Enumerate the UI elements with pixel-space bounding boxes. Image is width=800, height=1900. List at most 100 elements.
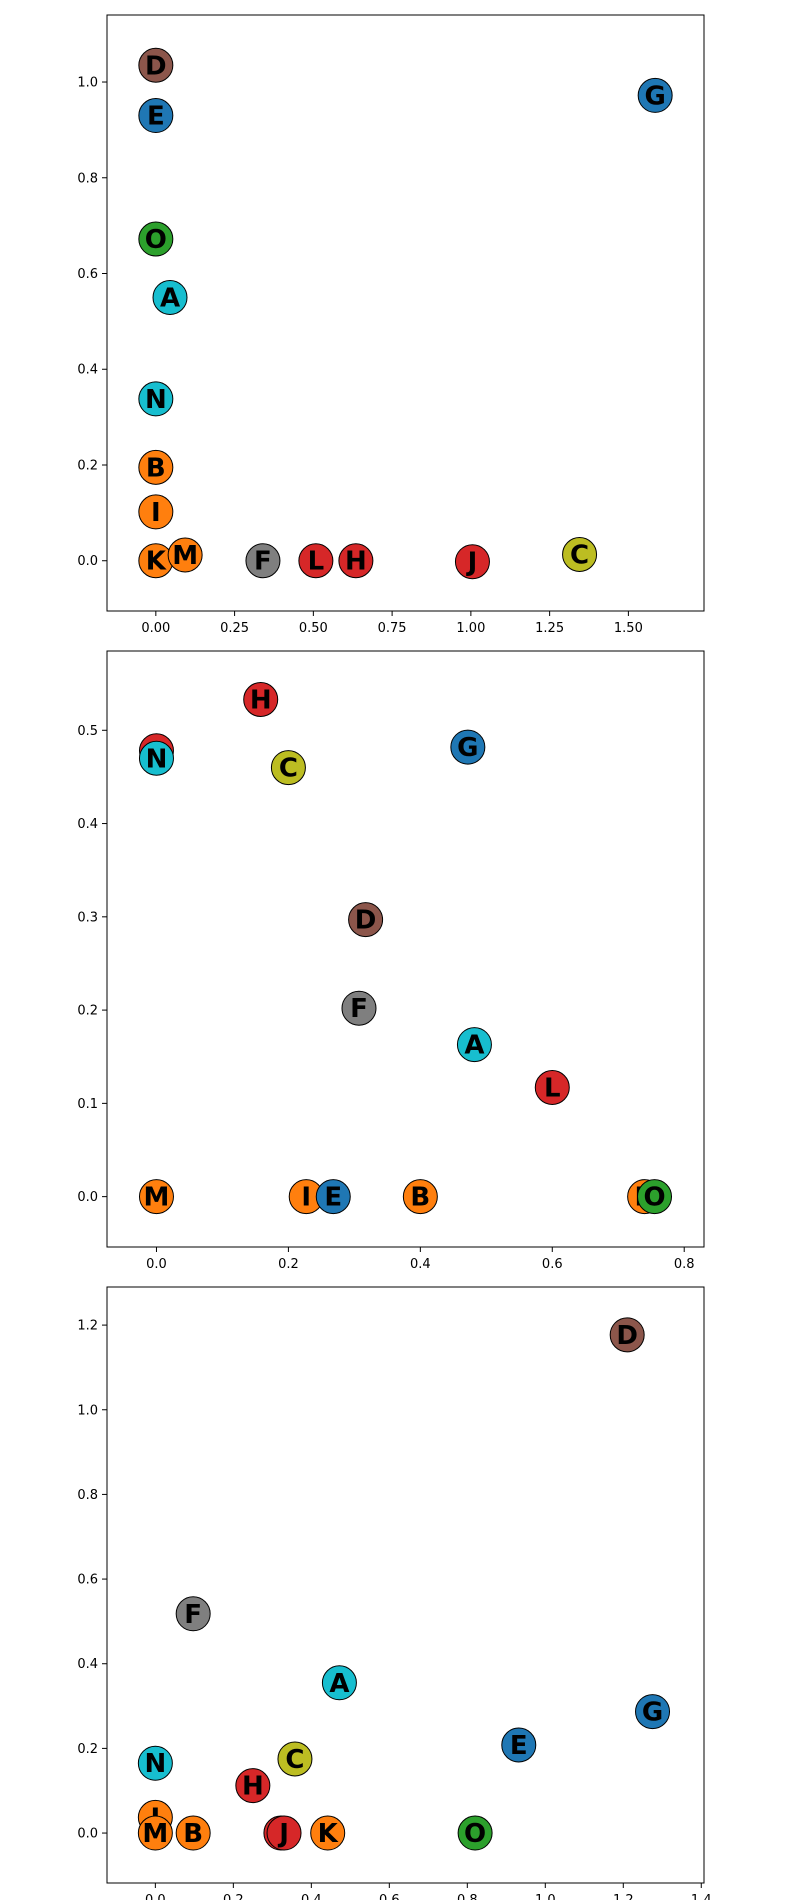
point-l: L [298,543,334,579]
point-label: F [184,1600,202,1630]
x-tick-label: 0.50 [299,621,328,636]
point-f: F [245,543,281,579]
point-marker [152,279,188,315]
y-tick-label: 0.8 [77,171,98,186]
point-marker [348,902,384,938]
point-label: L [544,1074,561,1104]
point-label: B [183,1819,203,1849]
point-f: F [341,990,377,1026]
y-tick-label: 0.4 [77,363,98,378]
point-l: L [534,1070,570,1106]
point-marker [138,47,174,83]
point-a: A [321,1665,357,1701]
axes-frame [106,14,705,612]
point-marker [637,77,673,113]
point-j: J [454,544,490,580]
point-e: E [501,1727,537,1763]
point-f: F [175,1596,211,1632]
point-marker [341,990,377,1026]
x-tick-label: 0.25 [220,621,249,636]
point-marker [266,1815,302,1851]
x-tick-label: 0.75 [378,621,407,636]
point-i: I [138,494,174,530]
point-marker [243,682,279,718]
point-label: J [277,1819,289,1849]
point-marker [534,1070,570,1106]
point-d: D [348,902,384,938]
point-marker [137,1745,173,1781]
x-tick-label: 0.6 [542,1257,563,1272]
y-tick-label: 1.0 [77,76,98,91]
point-label: K [146,547,167,577]
point-label: G [457,733,478,763]
point-c: C [562,537,598,573]
point-label: H [242,1772,264,1802]
point-marker [138,98,174,134]
point-label: L [308,547,325,577]
y-tick-label: 1.2 [77,1319,98,1334]
point-marker [562,537,598,573]
point-marker [637,1179,673,1215]
x-tick-label: 0.0 [145,1893,166,1900]
point-h: H [243,682,279,718]
x-tick-label: 0.8 [674,1257,695,1272]
point-label: F [254,547,272,577]
point-marker [450,729,486,765]
y-tick-label: 0.2 [77,458,98,473]
y-tick-label: 0.0 [77,554,98,569]
point-marker [138,494,174,530]
x-tick-label: 1.00 [456,621,485,636]
y-tick-label: 0.1 [77,1097,98,1112]
x-tick-label: 0.4 [410,1257,431,1272]
x-tick-label: 0.2 [278,1257,299,1272]
y-tick-label: 0.4 [77,1657,98,1672]
point-marker [175,1815,211,1851]
point-label: E [147,102,165,132]
x-tick-label: 1.25 [535,621,564,636]
point-o: O [637,1179,673,1215]
y-tick-label: 0.6 [77,267,98,282]
point-marker [138,740,174,776]
point-label: E [510,1731,528,1761]
point-e: E [138,98,174,134]
point-c: C [277,1741,313,1777]
x-tick-label: 1.50 [614,621,643,636]
x-tick-label: 0.0 [146,1257,167,1272]
point-label: B [410,1183,430,1213]
x-tick-label: 0.6 [379,1893,400,1900]
point-label: B [146,453,166,483]
point-marker [635,1694,671,1730]
point-label: N [146,744,168,774]
point-o: O [138,221,174,257]
point-e: E [315,1179,351,1215]
point-g: G [635,1694,671,1730]
chart-panel-1: 0.00 0.25 0.50 0.75 1.00 1.25 1.50 0.0 0.2 0.4 0.6… [77,14,705,636]
y-tick-label: 0.2 [77,1742,98,1757]
point-a: A [456,1027,492,1063]
point-b: B [402,1179,438,1215]
point-label: F [350,994,368,1024]
point-n: N [138,740,174,776]
point-k: K [310,1815,346,1851]
point-marker [138,449,174,485]
point-m: M [137,1815,173,1851]
point-label: D [616,1321,638,1351]
point-label: E [324,1183,342,1213]
point-marker [456,1027,492,1063]
point-marker [138,221,174,257]
x-tick-label: 0.2 [223,1893,244,1900]
point-label: H [250,686,272,716]
point-marker [277,1741,313,1777]
point-marker [338,543,374,579]
point-d: D [138,47,174,83]
point-label: A [160,283,180,313]
point-label: A [329,1669,349,1699]
point-n: N [138,381,174,417]
axes-frame [106,1286,705,1884]
point-marker [175,1596,211,1632]
point-label: N [145,385,167,415]
point-marker [298,543,334,579]
point-label: M [142,1819,168,1849]
point-label: A [464,1031,484,1061]
